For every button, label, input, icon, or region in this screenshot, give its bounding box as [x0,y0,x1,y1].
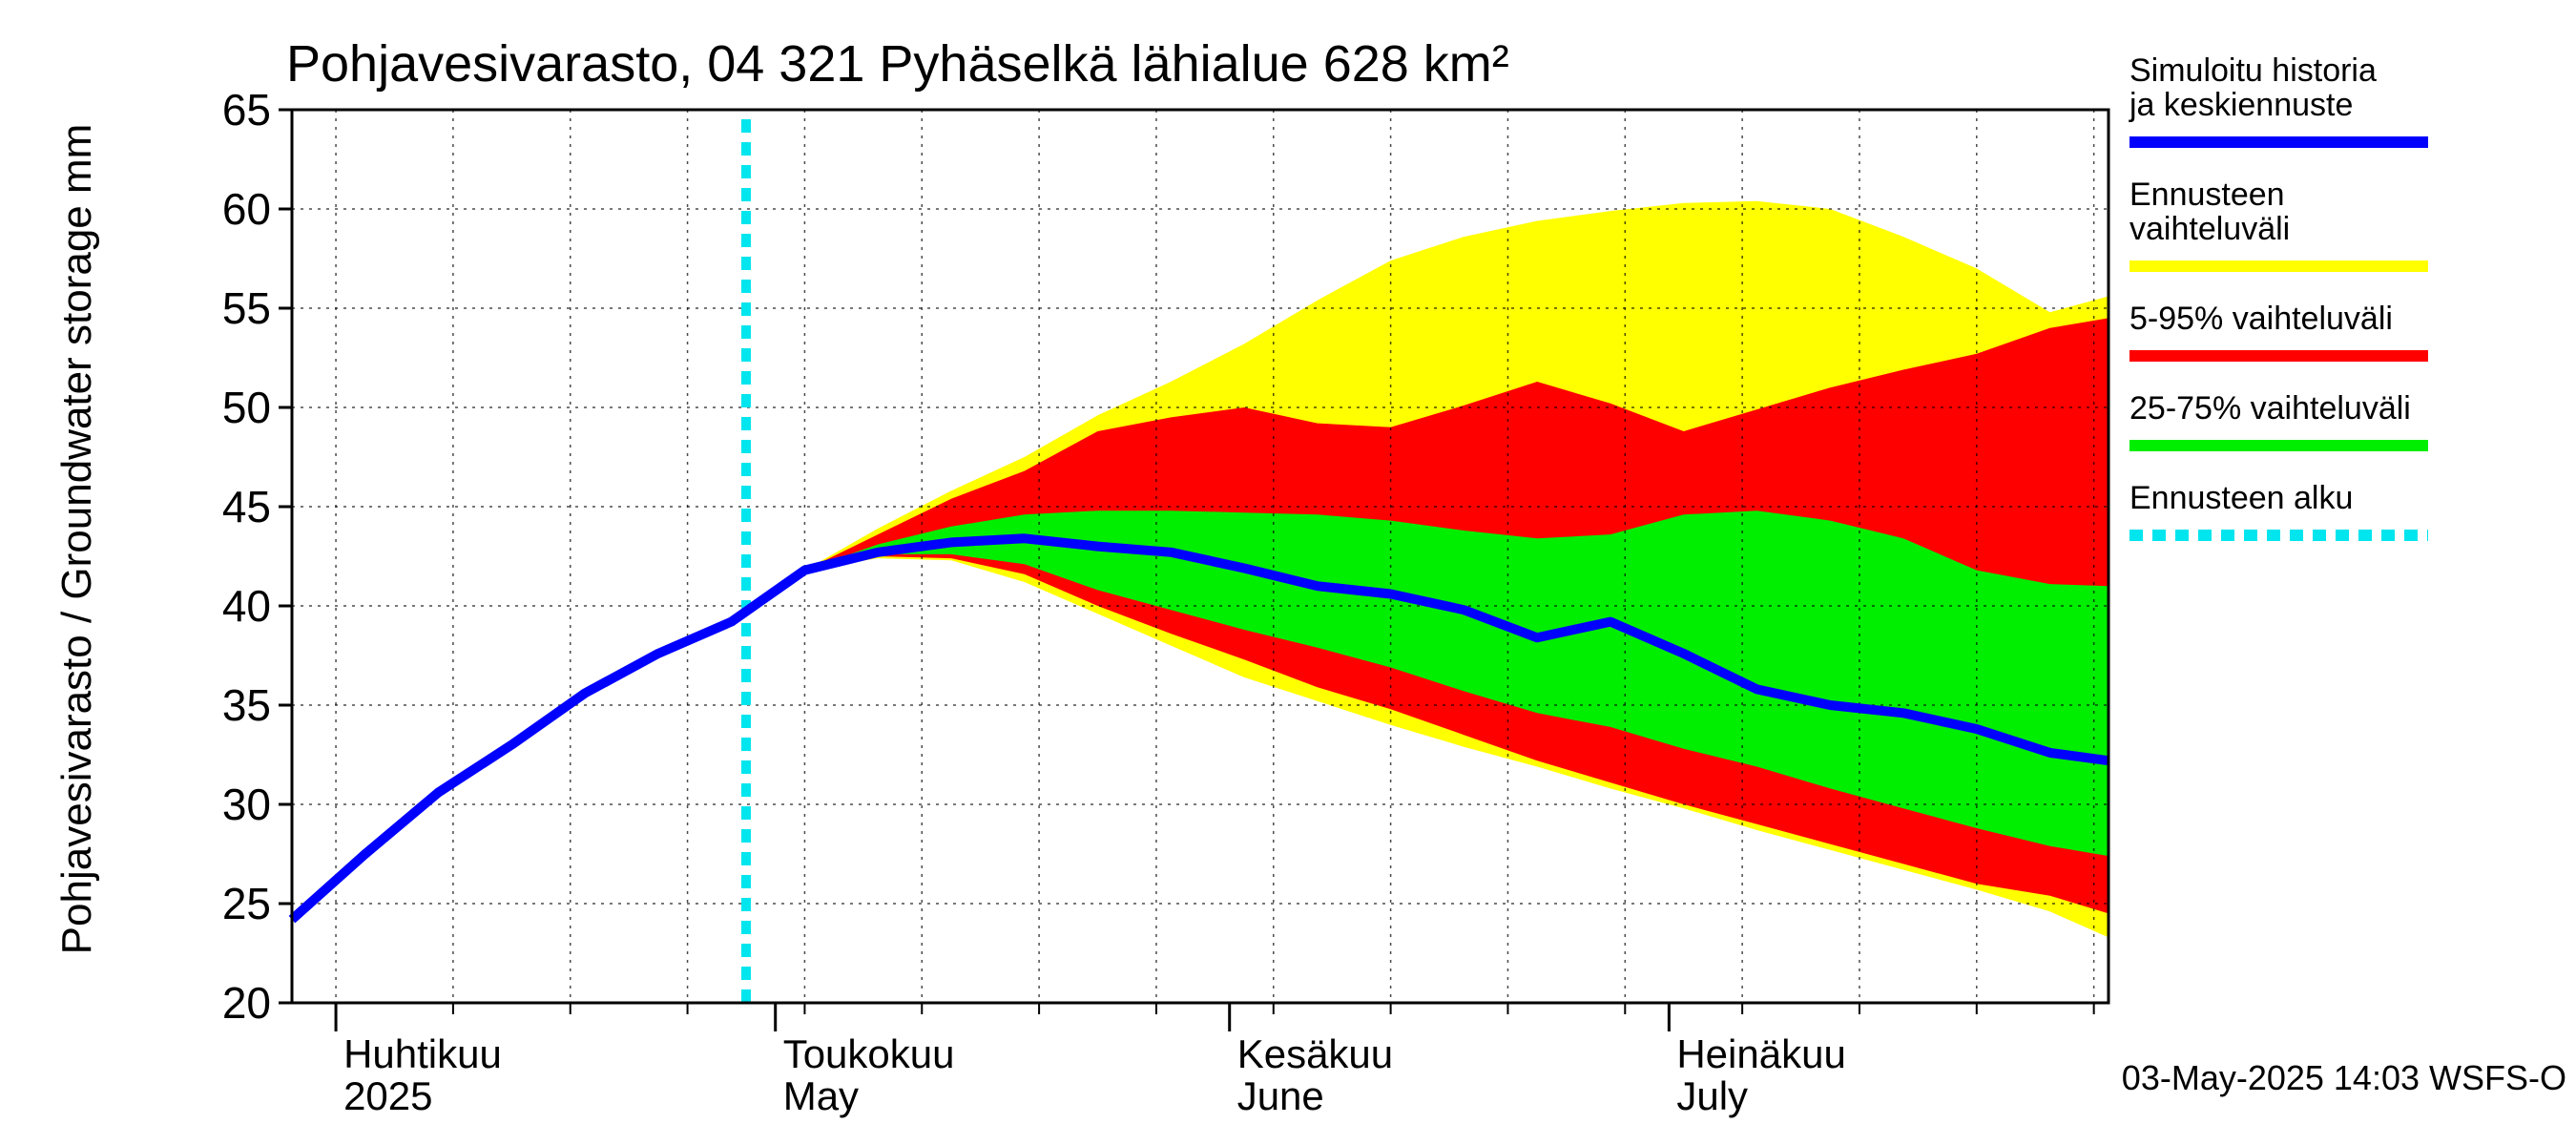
legend-label-1: Ennusteen [2129,177,2285,213]
x-month-label-fi-kes-kuu: Kesäkuu [1237,1031,1393,1076]
chart-title: Pohjavesivarasto, 04 321 Pyhäselkä lähia… [286,35,1509,93]
x-month-label-en-hein-kuu: July [1676,1073,1748,1118]
legend-label-3: 25-75% vaihteluväli [2129,390,2411,427]
y-axis-label: Pohjavesivarasto / Groundwater storage m… [53,124,100,955]
x-month-label-fi-toukokuu: Toukokuu [783,1031,955,1076]
legend-label-2: 5-95% vaihteluväli [2129,301,2393,337]
axes [290,108,2110,1005]
legend-label-1: vaihteluväli [2129,211,2290,247]
x-month-label-en-huhtikuu: 2025 [343,1073,432,1118]
timestamp: 03-May-2025 14:03 WSFS-O [2122,1058,2566,1097]
y-tick-label-50: 50 [222,383,271,432]
y-tick-label-60: 60 [222,184,271,234]
x-month-label-en-toukokuu: May [783,1073,859,1118]
grid-lines [292,110,2109,1003]
x-month-label-fi-huhtikuu: Huhtikuu [343,1031,502,1076]
y-tick-label-25: 25 [222,879,271,928]
median-series [288,533,2109,924]
y-tick-label-20: 20 [222,978,271,1028]
median-line [288,533,2109,924]
y-tick-label-45: 45 [222,482,271,531]
plot-frame [290,108,2110,1005]
legend-label-0: ja keskiennuste [2129,87,2353,123]
forecast-bands [804,200,2109,938]
x-month-label-en-kes-kuu: June [1237,1073,1324,1118]
y-axis-ticks: 20 25 30 35 40 45 50 55 60 65 [222,85,292,1028]
y-tick-label-35: 35 [222,680,271,730]
y-tick-label-65: 65 [222,85,271,135]
y-tick-label-40: 40 [222,581,271,631]
band-25-75-vaihteluv-li [804,510,2109,857]
legend-label-0: Simuloitu historia [2129,52,2377,89]
legend-label-4: Ennusteen alku [2129,480,2353,516]
x-month-label-fi-hein-kuu: Heinäkuu [1676,1031,1845,1076]
y-tick-label-30: 30 [222,780,271,829]
y-tick-label-55: 55 [222,283,271,333]
